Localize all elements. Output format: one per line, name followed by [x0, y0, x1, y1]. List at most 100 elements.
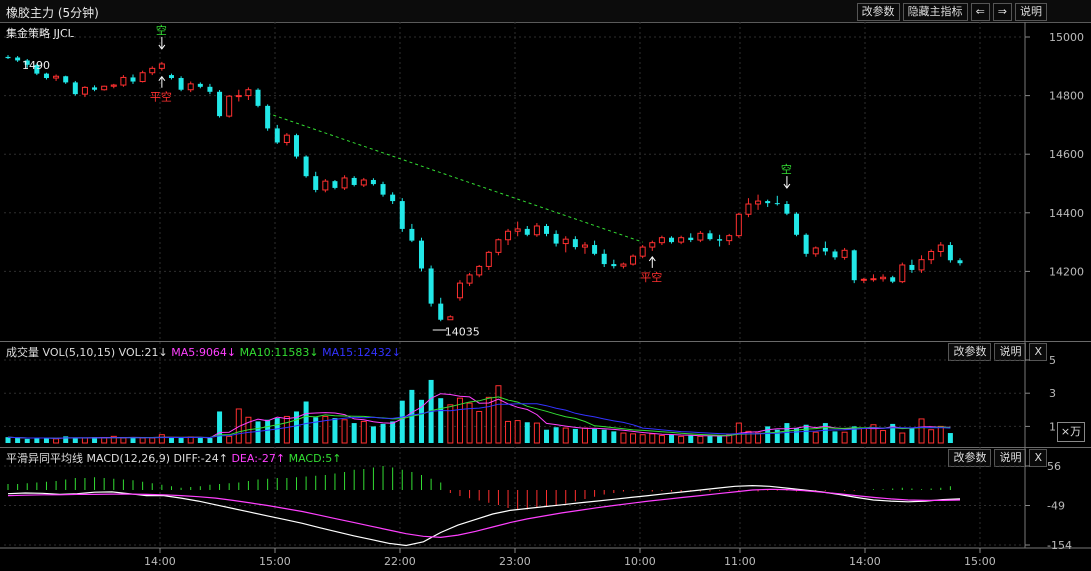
volume-bar — [794, 428, 800, 443]
volume-bar — [899, 432, 906, 444]
divider — [0, 341, 1091, 342]
volume-bar — [688, 435, 694, 443]
candle-body-up — [81, 86, 88, 95]
volume-bar — [514, 420, 521, 444]
vol-edit-params-button[interactable]: 改参数 — [948, 343, 992, 361]
candle-body-down — [380, 184, 386, 195]
volume-bar — [774, 429, 780, 443]
vol-help-button[interactable]: 说明 — [994, 343, 1027, 361]
macd-y-tick-label: 56 — [1047, 460, 1061, 473]
volume-bar — [581, 427, 588, 444]
candle-body-down — [72, 82, 78, 95]
candle-body-up — [928, 250, 935, 261]
volume-bar — [803, 424, 809, 443]
candle-body-up — [562, 238, 569, 245]
volume-bar — [283, 415, 290, 444]
volume-bar — [658, 435, 665, 444]
volume-bar — [81, 437, 88, 444]
macd-value: MACD:5↑ — [288, 452, 342, 465]
candle-body-down — [332, 181, 338, 188]
high-price-label: 1490 — [22, 59, 50, 72]
vol-ma5: MA5:9064↓ — [171, 346, 237, 359]
diff-line — [7, 484, 961, 547]
candle-body-up — [322, 180, 329, 191]
x-tick-label: 14:00 — [849, 555, 881, 568]
candle-body-down — [15, 57, 21, 61]
volume-bar — [611, 431, 617, 443]
volume-bar — [495, 385, 502, 444]
candle-body-up — [110, 84, 117, 87]
candle-body-down — [784, 204, 790, 214]
hide-main-indicator-button[interactable]: 隐藏主指标 — [902, 3, 968, 21]
candle-body-up — [120, 76, 127, 86]
signal-arrow-head — [648, 256, 656, 262]
chart-title: 橡胶主力 (5分钟) — [6, 6, 99, 20]
volume-bar — [832, 431, 838, 443]
macd-close-button[interactable]: X — [1029, 449, 1047, 467]
candle-body-down — [909, 264, 915, 270]
arrow-left-icon[interactable]: ⇐ — [970, 3, 990, 21]
candle-body-down — [524, 228, 530, 235]
volume-bar — [707, 435, 713, 443]
volume-bar — [476, 410, 483, 444]
volume-bar — [370, 426, 376, 443]
candle-body-up — [456, 282, 463, 299]
candle-body-down — [418, 240, 424, 269]
candle-body-down — [707, 233, 713, 240]
volume-bar — [265, 419, 271, 443]
volume-bar — [928, 429, 935, 444]
candle-body-down — [765, 201, 771, 204]
vol-indicator-name: 成交量 VOL(5,10,15) VOL:21↓ — [6, 346, 168, 359]
volume-bar — [380, 423, 386, 443]
macd-y-tick-label: -49 — [1047, 500, 1065, 513]
x-tick-label: 14:00 — [144, 555, 176, 568]
candle-body-up — [187, 83, 194, 91]
candle-body-down — [822, 247, 828, 252]
candle-body-up — [226, 95, 233, 117]
candle-body-up — [880, 276, 887, 280]
arrow-right-icon[interactable]: ⇒ — [992, 3, 1012, 21]
volume-bar — [717, 436, 723, 443]
candle-body-down — [409, 228, 415, 241]
candle-body-up — [899, 264, 906, 283]
main-y-tick-label: 14800 — [1049, 90, 1084, 103]
candle-body-down — [947, 245, 953, 261]
candle-body-down — [24, 60, 30, 65]
edit-params-button[interactable]: 改参数 — [856, 3, 900, 21]
candle-body-down — [370, 179, 376, 185]
volume-bar — [505, 420, 512, 444]
vol-close-button[interactable]: X — [1029, 343, 1047, 361]
volume-bar — [947, 433, 953, 443]
candle-body-up — [812, 247, 819, 255]
candle-body-down — [669, 237, 675, 243]
volume-bar — [274, 418, 280, 443]
candle-body-up — [245, 89, 252, 97]
volume-bar — [572, 428, 578, 443]
candle-body-up — [639, 246, 646, 257]
volume-bar — [447, 404, 454, 444]
help-button[interactable]: 说明 — [1015, 3, 1047, 21]
candle-body-down — [351, 177, 357, 185]
candle-body-down — [303, 156, 309, 177]
candle-body-up — [514, 228, 521, 232]
vol-y-tick-label: 5 — [1049, 354, 1056, 367]
candle-body-down — [832, 251, 838, 258]
candle-body-down — [5, 56, 11, 59]
volume-bar — [158, 434, 165, 444]
candle-body-up — [678, 237, 685, 243]
strategy-label: 集金策略 JJCL — [6, 27, 74, 40]
candle-body-up — [283, 134, 290, 143]
volume-bar — [649, 433, 656, 444]
volume-bar — [601, 429, 607, 443]
candle-body-up — [649, 242, 656, 248]
candle-body-down — [255, 89, 261, 106]
volume-bar — [110, 435, 117, 444]
volume-bar — [937, 425, 944, 444]
volume-bar — [765, 426, 771, 443]
signal-label: 空 — [156, 23, 167, 37]
candle-body-down — [794, 213, 800, 235]
volume-bar — [918, 418, 925, 444]
candle-body-down — [265, 105, 271, 129]
volume-bar — [313, 417, 319, 443]
